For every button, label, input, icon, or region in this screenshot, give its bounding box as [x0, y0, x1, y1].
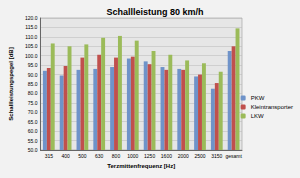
svg-text:Schallleistungspegel [dB]: Schallleistungspegel [dB] [8, 47, 14, 120]
svg-text:55.0: 55.0 [28, 138, 38, 144]
svg-text:75.0: 75.0 [28, 100, 38, 106]
svg-text:gesamt: gesamt [225, 153, 242, 159]
svg-text:100.0: 100.0 [25, 53, 38, 59]
svg-text:95.0: 95.0 [28, 62, 38, 68]
svg-text:315: 315 [45, 153, 54, 159]
svg-text:60.0: 60.0 [28, 128, 38, 134]
svg-text:110.0: 110.0 [25, 34, 37, 40]
svg-text:65.0: 65.0 [28, 119, 38, 125]
svg-text:3150: 3150 [211, 153, 222, 159]
svg-text:500: 500 [78, 153, 87, 159]
svg-text:800: 800 [112, 153, 121, 159]
svg-text:85.0: 85.0 [28, 81, 38, 87]
svg-text:1000: 1000 [127, 153, 138, 159]
svg-text:1600: 1600 [161, 153, 172, 159]
svg-text:630: 630 [95, 153, 104, 159]
svg-text:PKW: PKW [251, 95, 265, 101]
svg-text:Schallleistung 80 km/h: Schallleistung 80 km/h [106, 7, 203, 17]
svg-text:50.0: 50.0 [28, 147, 38, 153]
svg-text:105.0: 105.0 [25, 43, 38, 49]
svg-text:70.0: 70.0 [28, 109, 38, 115]
svg-text:120.0: 120.0 [25, 15, 38, 21]
svg-text:2500: 2500 [194, 153, 205, 159]
svg-text:LKW: LKW [251, 113, 264, 119]
svg-text:90.0: 90.0 [28, 72, 38, 78]
svg-text:115.0: 115.0 [25, 24, 37, 30]
svg-text:Kleintransporter: Kleintransporter [251, 104, 293, 110]
svg-text:2000: 2000 [178, 153, 189, 159]
svg-text:400: 400 [61, 153, 70, 159]
svg-text:80.0: 80.0 [28, 90, 38, 96]
svg-text:Terzmittenfrequenz [Hz]: Terzmittenfrequenz [Hz] [107, 163, 175, 169]
svg-text:1250: 1250 [144, 153, 155, 159]
